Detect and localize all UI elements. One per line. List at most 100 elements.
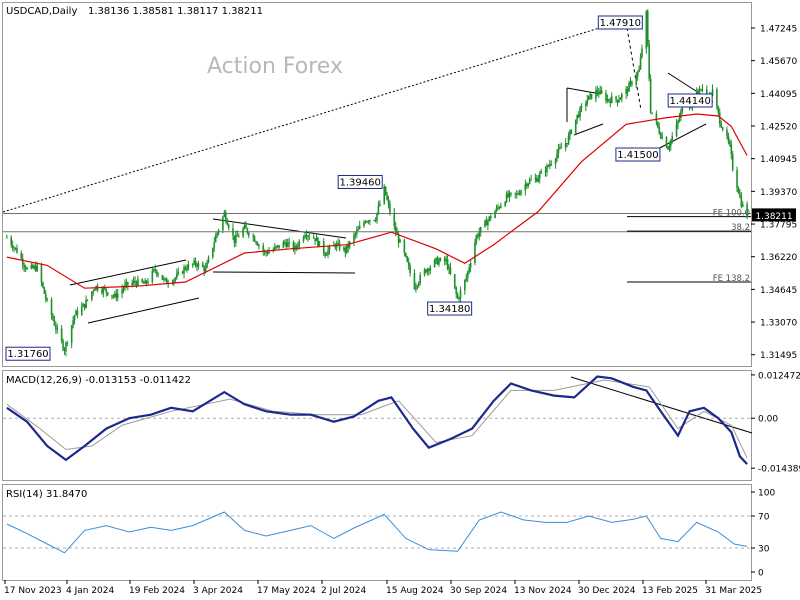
flag-lower bbox=[573, 123, 604, 136]
candle-body bbox=[547, 165, 550, 167]
candle-body bbox=[389, 203, 391, 213]
candle-body bbox=[585, 103, 587, 106]
candle-body bbox=[739, 193, 741, 197]
candle-body bbox=[671, 136, 674, 141]
candle-body bbox=[344, 247, 347, 253]
candle-body bbox=[144, 280, 146, 284]
candle-body bbox=[546, 165, 548, 173]
candle-body bbox=[302, 237, 305, 242]
candle-body bbox=[157, 274, 159, 276]
candle-body bbox=[697, 90, 699, 92]
candle-body bbox=[43, 287, 46, 294]
candle-body bbox=[609, 100, 612, 103]
candle-body bbox=[142, 282, 145, 284]
candle-body bbox=[599, 90, 602, 95]
candle-body bbox=[92, 290, 95, 292]
trendlines bbox=[2, 20, 753, 434]
candle-body bbox=[456, 293, 459, 299]
candle-body bbox=[112, 296, 115, 298]
candle-body bbox=[399, 239, 401, 243]
candle-body bbox=[487, 220, 489, 226]
candle-body bbox=[246, 228, 249, 233]
candle-body bbox=[717, 106, 720, 113]
candle-body bbox=[569, 130, 571, 136]
candle-body bbox=[32, 265, 34, 269]
candle-body bbox=[415, 286, 417, 290]
candle-body bbox=[498, 207, 501, 209]
candle-body bbox=[184, 267, 187, 270]
candle-body bbox=[155, 270, 158, 275]
candle-body bbox=[255, 241, 257, 244]
candle-body bbox=[668, 145, 671, 150]
candle-body bbox=[740, 196, 743, 207]
candle-body bbox=[23, 264, 25, 267]
candle-body bbox=[232, 228, 234, 236]
price-annotation-label: 1.39460 bbox=[340, 177, 381, 188]
macd-signal-line bbox=[6, 379, 748, 459]
current-price-tag bbox=[752, 208, 796, 222]
candle-body bbox=[458, 298, 460, 300]
candle-body bbox=[177, 271, 180, 274]
candle-body bbox=[226, 221, 229, 225]
current-price-label: 1.38211 bbox=[755, 212, 792, 222]
candle-body bbox=[635, 76, 638, 85]
candle-body bbox=[384, 186, 387, 196]
candle-body bbox=[525, 184, 528, 186]
candle-body bbox=[253, 236, 256, 242]
candle-body bbox=[639, 57, 642, 70]
candle-body bbox=[508, 192, 511, 197]
candle-body bbox=[206, 262, 208, 268]
x-tick-label: 2 Jul 2024 bbox=[321, 586, 366, 596]
candle-body bbox=[459, 290, 462, 299]
candle-body bbox=[317, 237, 319, 247]
price-y-tick-label: 1.36220 bbox=[760, 253, 797, 263]
candle-body bbox=[383, 186, 386, 204]
candle-body bbox=[275, 246, 277, 248]
candle-body bbox=[577, 114, 580, 117]
candle-body bbox=[574, 119, 577, 134]
candle-body bbox=[308, 235, 311, 237]
candle-body bbox=[474, 242, 476, 263]
candle-body bbox=[376, 212, 378, 221]
fib-level-label: 38.2 bbox=[731, 223, 750, 233]
x-axis: 17 Nov 2023 4 Jan 2024 19 Feb 2024 3 Apr 20… bbox=[4, 580, 762, 596]
candle-body bbox=[312, 236, 315, 239]
candle-body bbox=[618, 99, 620, 103]
candle-body bbox=[729, 141, 731, 145]
x-tick-label: 4 Jan 2024 bbox=[66, 586, 114, 596]
candle-body bbox=[678, 117, 681, 121]
candle-body bbox=[338, 243, 341, 250]
candle-body bbox=[236, 235, 239, 237]
price-annotation-label: 1.44140 bbox=[669, 96, 710, 107]
rsi-layer: 100 70 30 0 bbox=[3, 489, 775, 579]
candle-body bbox=[659, 133, 662, 139]
candle-body bbox=[559, 147, 561, 149]
candle-body bbox=[55, 325, 57, 330]
candle-body bbox=[368, 220, 371, 222]
candle-body bbox=[475, 235, 478, 243]
candle-body bbox=[80, 306, 83, 315]
macd-panel-frame bbox=[2, 370, 752, 481]
candle-body bbox=[193, 260, 195, 264]
candle-body bbox=[655, 113, 658, 122]
price-annotation-box bbox=[615, 147, 661, 162]
macd-header: MACD(12,26,9) -0.013153 -0.011422 bbox=[6, 375, 191, 386]
candle-body bbox=[428, 269, 430, 271]
candle-body bbox=[327, 250, 329, 255]
candle-body bbox=[426, 269, 429, 273]
candle-body bbox=[600, 90, 603, 93]
candle-body bbox=[121, 289, 123, 294]
candle-body bbox=[91, 291, 93, 300]
candle-body bbox=[497, 207, 499, 209]
candle-body bbox=[131, 282, 133, 286]
candle-body bbox=[11, 245, 14, 249]
candle-body bbox=[20, 252, 23, 259]
rsi-y-tick-label: 70 bbox=[758, 513, 770, 523]
candle-body bbox=[484, 220, 486, 228]
candle-body bbox=[83, 303, 86, 308]
price-y-tick-label: 1.31495 bbox=[760, 351, 797, 361]
candle-body bbox=[348, 241, 351, 248]
peak-connector-dashed bbox=[625, 21, 642, 111]
candle-body bbox=[194, 260, 197, 265]
